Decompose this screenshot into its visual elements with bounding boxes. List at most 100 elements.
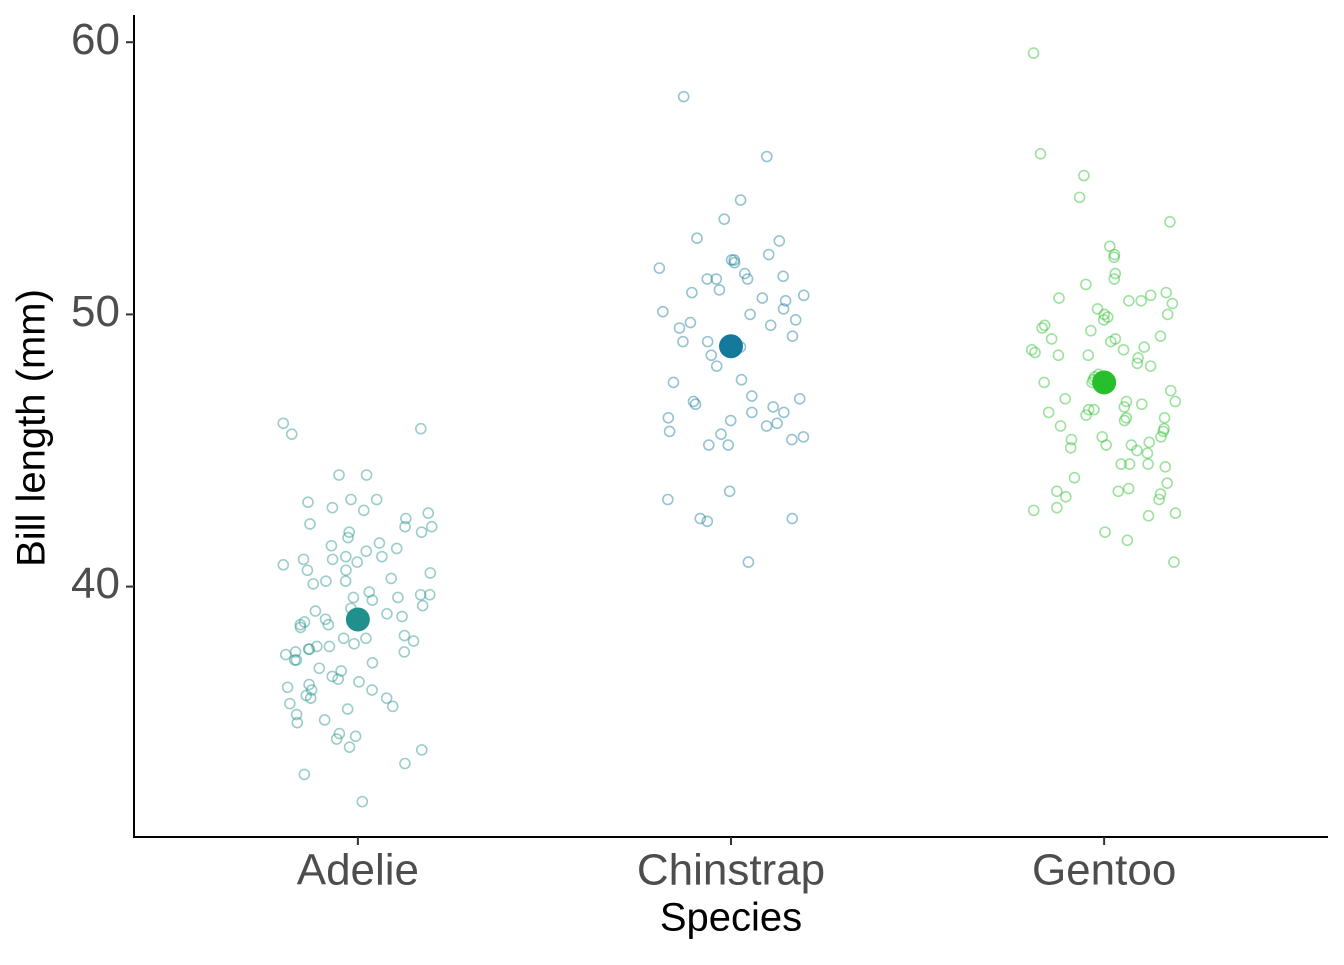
data-point [1161,308,1174,321]
data-point [1115,458,1127,470]
data-point [298,616,311,628]
data-point [1118,401,1131,413]
data-point [1123,294,1135,307]
data-point [662,412,675,424]
data-point [385,572,398,585]
data-point [761,150,773,163]
data-point [677,335,689,348]
data-point [370,493,383,506]
data-point [351,556,363,568]
data-point [684,316,697,329]
data-point [691,232,703,244]
data-point [303,643,316,655]
data-point [1034,148,1047,160]
data-point [373,537,386,549]
data-point [1154,330,1167,342]
data-point [425,520,438,533]
data-point [1052,349,1065,362]
data-point [1138,341,1151,353]
data-point [330,733,343,745]
data-point [1082,403,1095,416]
data-point [363,586,376,598]
data-point [422,507,435,519]
data-point [309,605,322,617]
data-point [1027,504,1040,517]
data-point [415,422,427,435]
data-point [326,670,339,683]
data-point [279,648,292,661]
data-point [728,256,741,269]
data-point [399,520,411,533]
data-point [1109,267,1122,280]
data-point [400,512,412,525]
data-point [1038,319,1051,332]
data-point [1154,488,1167,500]
data-point [1029,346,1041,359]
data-point [1098,314,1110,326]
data-point [398,629,411,642]
data-point [325,539,338,552]
data-point [725,254,738,266]
data-point [289,646,302,658]
data-point [347,591,360,604]
data-point [662,493,674,506]
data-point [345,493,357,506]
data-point [1082,349,1095,362]
data-point [735,373,748,386]
data-point [333,727,346,740]
data-point [1141,447,1154,460]
data-point [332,673,344,685]
data-point [1159,461,1172,473]
data-point [1059,392,1072,405]
data-point [1068,471,1081,484]
data-point [294,621,307,634]
data-point [1085,324,1097,337]
data-point [380,692,393,704]
data-point [1169,395,1182,408]
x-tick-label: Gentoo [1032,846,1176,895]
data-point [701,335,714,348]
data-point [407,635,420,647]
data-point [771,417,783,430]
data-point [284,697,296,710]
x-axis-title: Species [660,896,802,940]
data-point [302,643,315,655]
data-point [343,741,356,753]
data-point [786,433,798,446]
data-point [1142,510,1155,522]
data-point [742,556,755,568]
data-point [1036,322,1048,334]
data-point [1158,422,1170,435]
data-point [1120,412,1133,424]
data-point [756,292,769,304]
data-point [797,431,810,443]
data-point [687,395,700,408]
data-point [300,689,313,702]
data-point [1103,240,1116,253]
data-point [1153,493,1165,506]
data-point [1160,286,1173,299]
data-point [1112,485,1125,498]
data-point [1080,278,1092,291]
data-point [705,349,718,362]
data-point [326,501,339,514]
data-point [710,360,723,372]
data-point [702,439,715,451]
data-point [424,567,437,579]
data-point [1042,406,1055,419]
data-point [760,420,773,432]
data-point [1099,526,1111,538]
x-tick-label: Chinstrap [637,846,825,895]
data-point [414,588,427,601]
data-point [722,439,735,451]
data-point [779,294,792,307]
data-point [313,662,326,675]
data-point [341,703,354,715]
data-point [1101,311,1114,323]
data-point [1143,436,1156,449]
data-point [277,559,290,571]
data-point [353,676,365,688]
data-point [398,646,411,658]
data-point [386,700,399,713]
